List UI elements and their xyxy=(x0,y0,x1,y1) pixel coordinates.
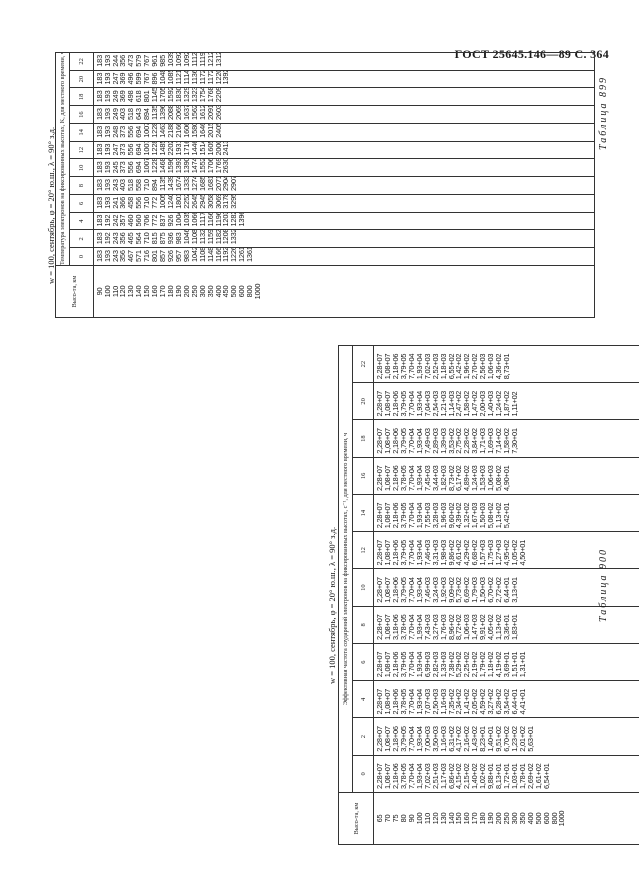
time-header-row: 0 2 4 6 8 10 12 14 16 18 20 22 xyxy=(352,345,374,845)
table-value: 1,31+01 xyxy=(517,651,527,678)
time-header-cell: 6 xyxy=(69,194,94,213)
table-899-label: Таблица 899 xyxy=(598,76,609,150)
table-value: 6,54+01 xyxy=(541,763,551,789)
value-column-cell: 183 193 241 366 458 556 710 772 1005 1240 1801 2252… xyxy=(93,194,595,213)
height-value: 1000 xyxy=(557,810,567,827)
table-value: 2630 xyxy=(221,159,231,174)
table-899-wrapper: Высо-та, км Температура электронов на фик… xyxy=(55,52,595,318)
time-header-cell: 16 xyxy=(352,457,374,495)
table-value: 1312 xyxy=(213,52,223,67)
time-header-cell: 20 xyxy=(69,70,94,88)
value-column-cell: 183 193 245 373 556 694 1007 1228 1468 1596 1393 13… xyxy=(93,159,595,177)
time-header-cell: 18 xyxy=(69,88,94,106)
value-column-cell: 183 193 247 373 556 694 1007 1228 1485 2202 1931 17… xyxy=(93,141,595,159)
time-header-cell: 2 xyxy=(352,718,374,756)
height-column-header: Высо-та, км xyxy=(55,265,94,318)
time-header-cell: 10 xyxy=(69,159,94,177)
time-header-cell: 20 xyxy=(352,382,374,420)
table-900-wrapper: Высо-та, км Эффективная частота соударени… xyxy=(338,345,639,845)
value-column-cell: 183 193 247 369 496 599 767 896 1048 1085 1121 1114… xyxy=(93,70,595,88)
table-value: 2907 xyxy=(229,176,239,191)
value-column-cell: 2,28+07 1,08+07 2,18+06 3,79+05 7,70+04 1,93+… xyxy=(373,494,639,532)
table-value: 3295 xyxy=(229,194,239,209)
time-header-cell: 12 xyxy=(69,141,94,159)
table-value: 1396 xyxy=(237,212,247,227)
table-value: 1332 xyxy=(229,230,239,245)
table-900-caption: w = 100, сентябрь, φ = 20° ю.ш., λ = 90°… xyxy=(327,526,337,684)
table-value: 1,83+01 xyxy=(509,614,519,640)
value-column-cell: 2,28+07 1,08+07 2,18+06 3,78+05 7,70+04 1,93+… xyxy=(373,680,639,718)
value-column-cell: 183 193 248 373 556 694 1007 1228 1463 2188 2166 16… xyxy=(93,123,595,142)
value-column-cell: 183 193 243 403 518 558 710 894 1135 1439 1674 1333… xyxy=(93,176,595,195)
time-header-cell: 14 xyxy=(352,494,374,532)
value-column-cell: 183 193 249 403 518 643 894 1135 1396 2088 2069 163… xyxy=(93,105,595,124)
value-column-cell: 2,28+07 1,08+07 2,18+06 3,79+05 7,70+04 1,93+… xyxy=(373,718,639,756)
table-value: 5,63+01 xyxy=(525,726,535,752)
table-value: 4,90+01 xyxy=(502,465,512,491)
table-subtitle: Температура электронов на фиксированных … xyxy=(55,52,70,266)
height-value: 1000 xyxy=(253,283,263,300)
value-column-cell: 183 193 243 356 467 571 716 801 857 926 957 983 1042… xyxy=(93,247,595,266)
value-column-cell: 183 193 244 356 473 579 767 961 985 1039 1092 1092 1… xyxy=(93,52,595,71)
time-header-cell: 8 xyxy=(69,176,94,195)
table-subtitle: Эффективная частота соударений электроно… xyxy=(338,345,353,793)
time-header-cell: 2 xyxy=(69,230,94,248)
value-column-cell: 183 193 249 369 498 618 801 1145 1705 1592 1830 132… xyxy=(93,88,595,106)
table-value: 4,50+01 xyxy=(517,539,527,566)
table-899-caption: w = 100, сентябрь, φ = 20° ю.ш., λ = 90°… xyxy=(46,126,56,284)
value-column-cell: 2,28+07 1,08+07 2,18+06 3,79+05 7,70+04 1,93+… xyxy=(373,420,639,458)
time-header-cell: 22 xyxy=(69,52,94,71)
table-value: 1,11+02 xyxy=(509,391,519,417)
time-header-cell: 12 xyxy=(352,531,374,569)
time-header-cell: 4 xyxy=(69,212,94,230)
table-900-label: Таблица 900 xyxy=(598,548,609,622)
table-value: 1392 xyxy=(221,70,231,85)
time-header-cell: 14 xyxy=(69,123,94,142)
table-900: Высо-та, км Эффективная частота соударени… xyxy=(338,345,639,845)
time-header-cell: 18 xyxy=(352,420,374,458)
table-value: 2603 xyxy=(213,105,223,120)
time-header-cell: 8 xyxy=(352,606,374,644)
table-value: 2405 xyxy=(213,123,223,138)
table-value: 7,30+01 xyxy=(509,428,519,454)
value-column-cell: 183 192 243 356 465 564 710 815 875 936 983 1046 110… xyxy=(93,230,595,248)
value-column-cell: 2,28+07 1,08+07 2,18+06 3,79+05 7,70+04 1,93+… xyxy=(373,345,639,383)
time-header-cell: 16 xyxy=(69,105,94,124)
value-column-cell: 2,28+07 1,08+07 2,18+06 3,78+05 7,70+04 1,93+… xyxy=(373,457,639,495)
height-column-header: Высо-та, км xyxy=(338,792,374,845)
page-header: ГОСТ 25645.146—89 С. 364 xyxy=(454,47,609,61)
time-header-cell: 0 xyxy=(352,755,374,793)
subtitle-row: Высо-та, км Температура электронов на фик… xyxy=(55,52,94,318)
table-value: 8,73+01 xyxy=(502,353,512,380)
table-value: 2413 xyxy=(221,141,231,156)
subtitle-row: Высо-та, км Эффективная частота соударени… xyxy=(338,345,374,845)
time-header-cell: 4 xyxy=(352,680,374,718)
table-value: 5,42+01 xyxy=(502,502,512,529)
height-values-cell: 90 100 110 120 130 140 150 160 170 180 190 200 250 30… xyxy=(93,265,595,318)
data-row: 90 100 110 120 130 140 150 160 170 180 190 200 250 30… xyxy=(93,52,595,318)
table-899: Высо-та, км Температура электронов на фик… xyxy=(55,52,595,318)
value-column-cell: 183 192 242 357 460 560 706 772 837 926 1004 1035 10… xyxy=(93,212,595,230)
table-value: 3,13+01 xyxy=(509,577,519,603)
value-column-cell: 2,28+07 1,08+07 2,18+06 3,79+05 7,70+04 1,93+… xyxy=(373,643,639,681)
value-column-cell: 2,28+07 1,08+07 2,18+06 3,79+05 7,70+04 1,93+… xyxy=(373,382,639,420)
time-header-cell: 0 xyxy=(69,247,94,266)
table-value: 1361 xyxy=(245,247,255,262)
height-values-cell: 65 70 75 80 90 100 110 120 130 140 150 160 170 180 190… xyxy=(373,792,639,845)
value-column-cell: 2,28+07 1,08+07 2,18+06 3,78+05 7,70+04 1,93+… xyxy=(373,755,639,793)
time-header-cell: 10 xyxy=(352,569,374,607)
time-header-cell: 22 xyxy=(352,345,374,383)
table-value: 4,41+01 xyxy=(517,688,527,715)
time-header-cell: 6 xyxy=(352,643,374,681)
table-value: 2209 xyxy=(213,88,223,103)
